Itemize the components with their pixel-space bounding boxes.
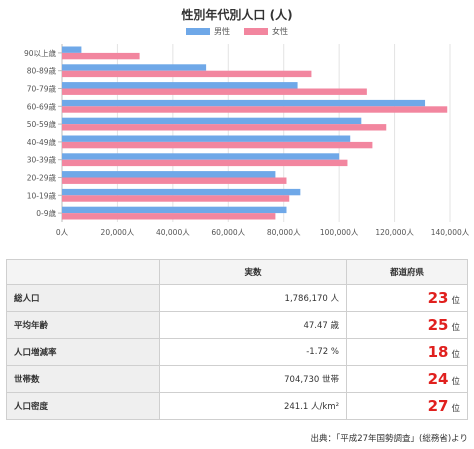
y-tick-label: 80-89歳 [27,66,57,76]
population-stats-table: 実数 都道府県 総人口 1,786,170 人 23 位平均年齢 47.47 歳 25 位人… [6,259,468,420]
bar-female [62,141,373,149]
bar-female [62,213,276,220]
x-tick-label: 140,000人 [431,228,470,237]
legend-item-female[interactable]: 女性 [244,26,288,37]
bar-female [62,195,290,202]
bar-male [62,188,301,196]
x-tick-label: 80,000人 [267,228,301,237]
population-chart: 性別年代別人口 (人) 男性 女性 0人 20,000人 40,000人 60,000… [0,8,474,237]
rank-number: 25 [427,316,449,334]
row-value: 241.1 人/km² [159,392,347,420]
row-rank: 24 位 [346,365,468,393]
table-row: 人口増減率 -1.72 % 18 位 [6,338,468,366]
bar-male [62,64,207,71]
rank-unit: 位 [451,323,460,333]
rank-number: 24 [427,370,449,388]
rank-unit: 位 [451,350,460,360]
x-tick-label: 120,000人 [375,228,414,237]
y-tick-label: 70-79歳 [27,84,57,94]
bar-female [62,124,387,131]
bar-male [62,206,287,214]
bar-female [62,52,140,60]
row-label: 総人口 [6,284,160,312]
bar-male [62,46,82,53]
chart-plot: 0人 20,000人 40,000人 60,000人 80,000人 100,000人 12… [24,44,470,237]
row-label: 人口密度 [6,392,160,420]
bar-male [62,135,351,142]
table-row: 世帯数 704,730 世帯 24 位 [6,365,468,393]
row-rank: 23 位 [346,284,468,312]
legend-item-male[interactable]: 男性 [186,26,230,37]
row-rank: 18 位 [346,338,468,366]
rank-unit: 位 [451,377,460,387]
rank-unit: 位 [451,404,460,414]
x-tick-label: 100,000人 [320,228,359,237]
table-row: 平均年齢 47.47 歳 25 位 [6,311,468,339]
table-header-row: 実数 都道府県 [6,259,468,285]
rank-unit: 位 [451,296,460,306]
bar-male [62,153,340,160]
table-row: 総人口 1,786,170 人 23 位 [6,284,468,312]
x-tick-label: 20,000人 [101,228,135,237]
table-header-value: 実数 [159,259,347,285]
table-header-blank [6,259,160,285]
y-tick-label: 30-39歳 [27,155,57,165]
bar-female [62,177,287,184]
row-rank: 27 位 [346,392,468,420]
table-row: 人口密度 241.1 人/km² 27 位 [6,392,468,420]
source-note: 出典：「平成27年国勢調査」(総務省)より [310,434,468,444]
bar-male [62,171,276,178]
x-tick-label: 40,000人 [156,228,190,237]
y-tick-label: 60-69歳 [27,101,57,111]
y-tick-label: 10-19歳 [27,190,57,200]
y-tick-label: 90以上歳 [24,48,57,58]
row-value: 704,730 世帯 [159,365,347,393]
row-label: 人口増減率 [6,338,160,366]
row-label: 世帯数 [6,365,160,393]
x-tick-label: 60,000人 [211,228,245,237]
legend-swatch-male [186,28,210,35]
y-tick-label: 20-29歳 [27,173,57,183]
row-value: -1.72 % [159,338,347,366]
bar-female [62,159,348,167]
legend-swatch-female [244,28,268,35]
legend-label-male: 男性 [214,27,230,36]
y-tick-label: 40-49歳 [27,137,57,147]
row-value: 1,786,170 人 [159,284,347,312]
table-header-rank: 都道府県 [346,259,468,285]
row-label: 平均年齢 [6,311,160,339]
x-tick-label: 0人 [56,228,69,237]
rank-number: 18 [427,343,449,361]
y-tick-label: 0-9歳 [36,208,56,218]
rank-number: 23 [427,289,449,307]
bar-male [62,99,426,107]
bar-female [62,106,448,113]
rank-number: 27 [427,397,449,415]
bar-female [62,88,367,95]
row-rank: 25 位 [346,311,468,339]
bar-female [62,70,312,78]
chart-title: 性別年代別人口 (人) [181,8,293,22]
legend-label-female: 女性 [272,27,288,36]
chart-legend: 男性 女性 [0,26,474,37]
y-tick-label: 50-59歳 [27,119,57,129]
bar-male [62,117,362,125]
bar-male [62,82,298,89]
row-value: 47.47 歳 [159,311,347,339]
